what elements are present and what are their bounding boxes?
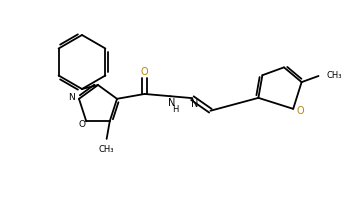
Text: O: O <box>141 67 149 77</box>
Text: N: N <box>69 93 75 102</box>
Text: N: N <box>168 98 175 108</box>
Text: CH₃: CH₃ <box>99 145 114 154</box>
Text: O: O <box>79 120 86 129</box>
Text: O: O <box>296 106 304 116</box>
Text: CH₃: CH₃ <box>327 72 342 81</box>
Text: H: H <box>172 105 179 114</box>
Text: N: N <box>191 99 198 109</box>
